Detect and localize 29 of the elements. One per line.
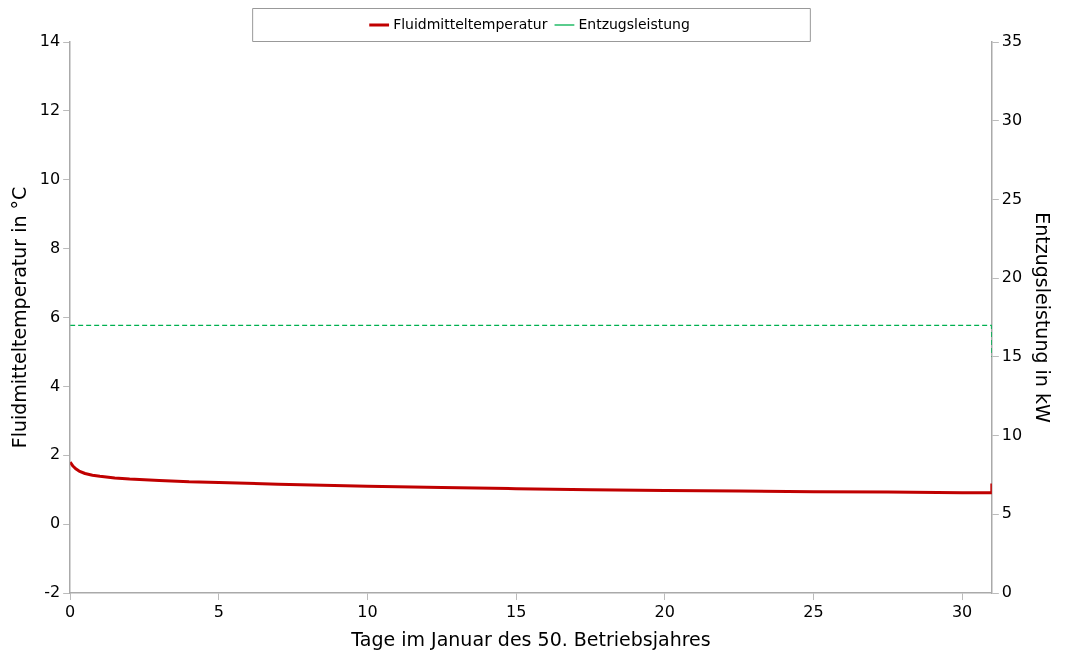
y-tick-label: 12	[39, 100, 61, 120]
legend-label: Fluidmitteltemperatur	[393, 15, 548, 32]
x-tick-label: 10	[357, 601, 378, 621]
x-tick-label: 15	[505, 601, 527, 621]
y2-tick-label: 15	[1001, 346, 1023, 366]
x-tick-label: 0	[65, 601, 76, 621]
y-tick-label: 8	[49, 237, 61, 257]
y2-tick-label: 35	[1001, 31, 1023, 51]
y2-tick-label: 0	[1001, 582, 1013, 602]
y-axis-title: Fluidmitteltemperatur in °C	[8, 186, 31, 449]
y-tick-label: 6	[49, 306, 61, 326]
x-tick-label: 25	[803, 601, 824, 621]
y-tick-label: 10	[39, 168, 61, 188]
x-tick-label: 20	[654, 601, 675, 621]
y2-tick-label: 5	[1001, 503, 1013, 523]
y-tick-label: 0	[49, 513, 61, 533]
y2-tick-label: 20	[1001, 267, 1023, 287]
x-axis-title: Tage im Januar des 50. Betriebsjahres	[350, 627, 711, 650]
y-tick-label: 4	[49, 375, 61, 395]
x-tick-label: 30	[951, 601, 973, 621]
x-tick-label: 5	[213, 601, 224, 621]
y-tick-label: 14	[39, 31, 61, 51]
y2-tick-label: 10	[1001, 424, 1023, 444]
y-tick-label: -2	[44, 582, 61, 602]
legend-label: Entzugsleistung	[578, 15, 690, 32]
y2-tick-label: 30	[1001, 109, 1023, 129]
y2-axis-title: Entzugsleistung in kW	[1031, 212, 1054, 423]
y2-tick-label: 25	[1001, 188, 1023, 208]
y-tick-label: 2	[49, 444, 61, 464]
